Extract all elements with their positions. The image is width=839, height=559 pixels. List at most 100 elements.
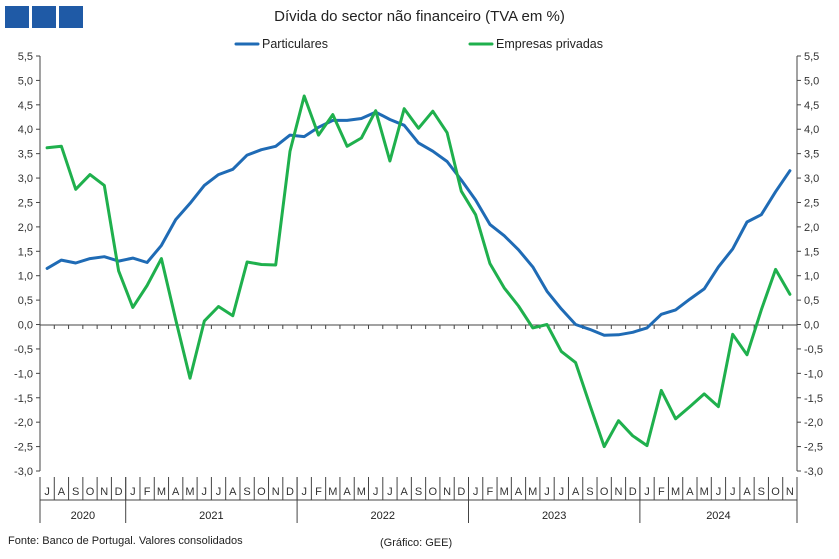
month-label: M [671, 486, 680, 498]
month-label: O [771, 486, 780, 498]
month-label: F [487, 486, 494, 498]
y-axis-right: -3,0 -2,5 -2,0 -1,5 -1,0 -0,5 0,0 0,5 1,0 1,5 2,0 2… [796, 51, 823, 478]
month-label: J [716, 486, 722, 498]
month-label: S [758, 486, 765, 498]
month-label: J [301, 486, 307, 498]
logo-square [59, 6, 83, 28]
y-tick-label: 4,5 [18, 100, 33, 112]
y-tick-label: -0,5 [14, 344, 33, 356]
month-label: S [72, 486, 79, 498]
y-tick-label: -1,0 [14, 368, 33, 380]
month-label: J [644, 486, 650, 498]
month-label: O [600, 486, 609, 498]
month-label: J [544, 486, 550, 498]
month-label: M [357, 486, 366, 498]
y-tick-label: -0,5 [804, 344, 823, 356]
y-tick-label: 3,5 [18, 149, 33, 161]
month-label: D [115, 486, 123, 498]
month-label: J [559, 486, 565, 498]
logo-square [5, 6, 29, 28]
y-tick-label: 3,0 [804, 173, 819, 185]
y-tick-label: -2,0 [804, 417, 823, 429]
y-tick-label: 5,5 [18, 51, 33, 63]
month-label: N [272, 486, 280, 498]
month-label: F [315, 486, 322, 498]
brand-logo [5, 6, 83, 28]
y-tick-label: 3,5 [804, 149, 819, 161]
y-tick-label: 2,0 [18, 222, 33, 234]
month-label: N [786, 486, 794, 498]
month-label: A [229, 486, 237, 498]
month-label: J [44, 486, 50, 498]
year-label: 2020 [71, 510, 95, 522]
y-tick-label: 0,5 [804, 295, 819, 307]
month-label: N [443, 486, 451, 498]
series-line-particulares [45, 110, 792, 337]
y-tick-label: 4,0 [18, 124, 33, 136]
series-line-empresas-privadas [45, 94, 792, 449]
month-label: O [86, 486, 95, 498]
y-tick-label: 2,5 [18, 197, 33, 209]
y-tick-label: 1,0 [18, 271, 33, 283]
y-tick-label: 0,0 [18, 320, 33, 332]
month-label: J [202, 486, 208, 498]
y-tick-label: 0,5 [18, 295, 33, 307]
y-tick-label: -2,0 [14, 417, 33, 429]
y-tick-label: 5,0 [804, 75, 819, 87]
y-tick-label: -3,0 [14, 466, 33, 478]
chart-legend: Particulares Empresas privadas [234, 37, 603, 51]
month-label: A [515, 486, 523, 498]
y-tick-label: -1,5 [14, 393, 33, 405]
y-tick-label: -1,5 [804, 393, 823, 405]
month-label: F [658, 486, 665, 498]
y-tick-label: 1,0 [804, 271, 819, 283]
month-label: A [743, 486, 751, 498]
y-tick-label: 4,0 [804, 124, 819, 136]
month-label: O [429, 486, 438, 498]
y-tick-label: 0,0 [804, 320, 819, 332]
chart-title: Dívida do sector não financeiro (TVA em … [274, 8, 565, 25]
chart-credit: (Gráfico: GEE) [380, 537, 453, 549]
month-label: J [373, 486, 379, 498]
series-lines [45, 94, 792, 449]
month-label: J [130, 486, 136, 498]
month-label: J [216, 486, 222, 498]
y-tick-label: 5,0 [18, 75, 33, 87]
month-label: D [457, 486, 465, 498]
month-label: A [572, 486, 580, 498]
y-tick-label: 1,5 [18, 246, 33, 258]
y-axis-left: -3,0 -2,5 -2,0 -1,5 -1,0 -0,5 0,0 0,5 1,0 1,5 2,0 2… [14, 51, 41, 478]
month-label: D [629, 486, 637, 498]
month-label: J [387, 486, 393, 498]
y-tick-label: -3,0 [804, 466, 823, 478]
month-label: J [473, 486, 479, 498]
year-label: 2021 [199, 510, 223, 522]
month-label: A [401, 486, 409, 498]
y-tick-label: 2,5 [804, 197, 819, 209]
month-label: F [144, 486, 151, 498]
month-label: D [286, 486, 294, 498]
month-label: M [185, 486, 194, 498]
y-tick-label: -2,5 [804, 442, 823, 454]
y-tick-label: 5,5 [804, 51, 819, 63]
y-tick-label: -2,5 [14, 442, 33, 454]
y-tick-label: -1,0 [804, 368, 823, 380]
month-label: S [586, 486, 593, 498]
year-label: 2023 [542, 510, 566, 522]
logo-square [32, 6, 56, 28]
month-label: M [157, 486, 166, 498]
year-label: 2022 [371, 510, 395, 522]
month-label: M [328, 486, 337, 498]
month-label: O [257, 486, 266, 498]
source-note: Fonte: Banco de Portugal. Valores consol… [8, 535, 243, 547]
month-label: M [528, 486, 537, 498]
y-tick-label: 4,5 [804, 100, 819, 112]
month-label: J [730, 486, 736, 498]
month-label: N [614, 486, 622, 498]
month-label: A [686, 486, 694, 498]
y-tick-label: 2,0 [804, 222, 819, 234]
month-label: M [700, 486, 709, 498]
y-tick-label: 3,0 [18, 173, 33, 185]
